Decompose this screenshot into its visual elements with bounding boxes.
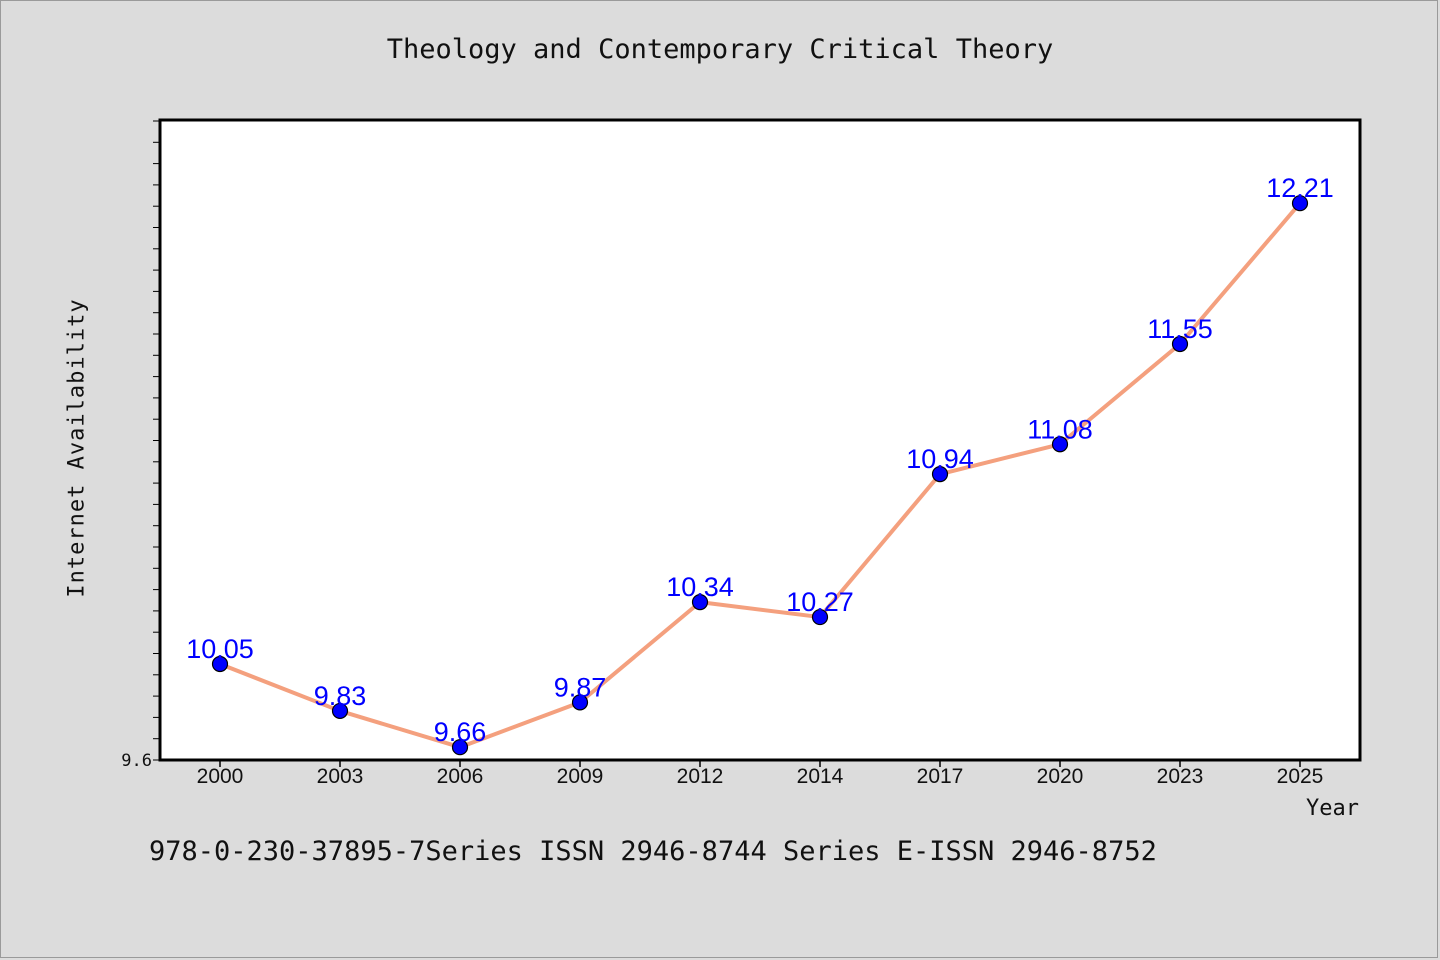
x-tick-label: 2017 <box>917 765 964 788</box>
data-point-marker <box>811 608 829 626</box>
footer-isbn-issn: 978-0-230-37895-7Series ISSN 2946-8744 S… <box>149 836 1157 867</box>
data-value-label: 9.66 <box>434 717 487 747</box>
data-value-label: 10.05 <box>186 634 254 664</box>
data-value-label: 9.83 <box>314 681 367 711</box>
x-tick-label: 2014 <box>797 765 844 788</box>
x-tick-label: 2020 <box>1037 765 1084 788</box>
data-value-label: 12.21 <box>1266 173 1334 203</box>
x-tick-label: 2009 <box>557 765 604 788</box>
data-value-label: 10.34 <box>666 572 734 602</box>
data-point-marker <box>1051 436 1069 453</box>
x-tick-label: 2023 <box>1157 765 1204 788</box>
y-tick-label: 9.6 <box>121 751 152 771</box>
data-point-marker <box>1171 335 1189 353</box>
data-value-label: 11.55 <box>1147 314 1213 344</box>
plot-area <box>160 120 1360 760</box>
x-tick-label: 2000 <box>197 765 244 788</box>
x-tick-label: 2003 <box>317 765 364 788</box>
data-point-marker <box>211 655 229 673</box>
x-axis-label: Year <box>1306 796 1359 821</box>
data-point-marker <box>931 466 949 483</box>
plot-border <box>158 118 1362 762</box>
data-point-marker <box>451 739 469 756</box>
data-value-label: 11.08 <box>1027 414 1093 444</box>
data-value-label: 10.94 <box>906 444 974 474</box>
data-point-marker <box>331 702 349 720</box>
series-line <box>218 201 1302 750</box>
chart-title: Theology and Contemporary Critical Theor… <box>386 34 1054 65</box>
x-tick-label: 2006 <box>437 765 484 788</box>
x-tick-label: 2025 <box>1277 765 1324 788</box>
x-tick-label: 2012 <box>677 765 724 788</box>
data-point-marker <box>571 694 589 711</box>
data-point-marker <box>691 594 709 611</box>
data-value-label: 9.87 <box>554 672 607 702</box>
data-value-label: 10.27 <box>786 587 854 617</box>
data-point-marker <box>1291 195 1309 212</box>
